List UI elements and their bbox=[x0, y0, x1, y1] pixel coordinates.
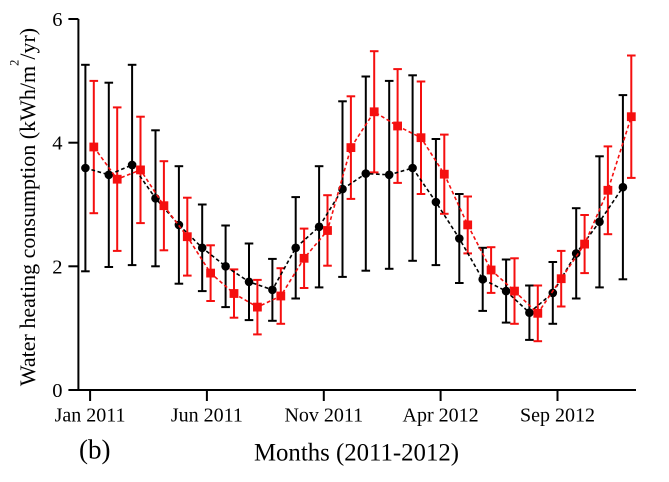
svg-text:6: 6 bbox=[52, 9, 62, 31]
svg-text:Jan 2011: Jan 2011 bbox=[55, 405, 126, 427]
svg-text:Sep 2012: Sep 2012 bbox=[520, 405, 595, 427]
svg-text:(b): (b) bbox=[79, 435, 110, 465]
svg-text:2: 2 bbox=[52, 256, 62, 278]
svg-text:Nov 2011: Nov 2011 bbox=[284, 405, 363, 427]
svg-text:Jun 2011: Jun 2011 bbox=[171, 405, 243, 427]
svg-text:0: 0 bbox=[52, 380, 62, 402]
svg-text:Months (2011-2012): Months (2011-2012) bbox=[254, 440, 459, 467]
svg-text:Apr 2012: Apr 2012 bbox=[403, 405, 479, 427]
svg-text:4: 4 bbox=[52, 133, 62, 155]
